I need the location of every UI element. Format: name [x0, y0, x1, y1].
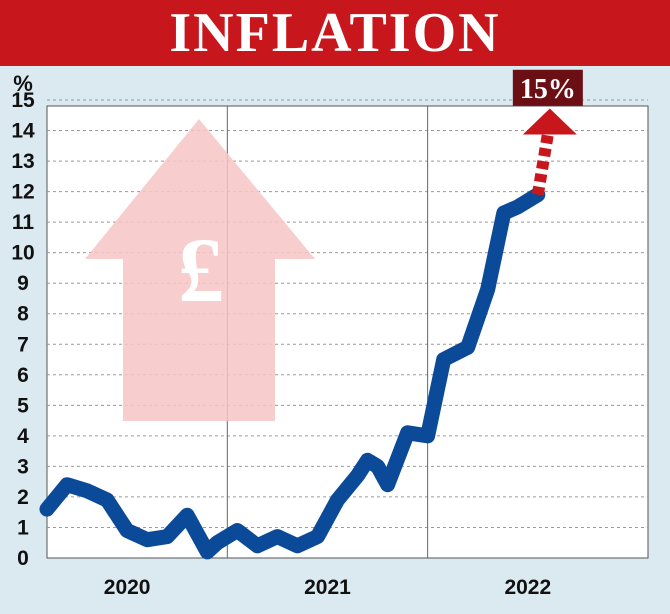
data-point: [294, 542, 301, 549]
y-tick-label: 0: [17, 547, 29, 570]
data-point: [424, 432, 431, 439]
data-point: [314, 533, 321, 540]
data-point: [364, 457, 371, 464]
y-tick-label: 6: [17, 364, 29, 387]
y-tick-label: 1: [17, 516, 29, 539]
y-tick-label: 12: [11, 181, 34, 204]
y-tick-label: 5: [17, 394, 29, 417]
data-point: [204, 548, 211, 555]
y-tick-label: 14: [11, 120, 35, 143]
y-tick-label: 3: [17, 455, 29, 478]
chart-title: INFLATION: [169, 2, 501, 64]
data-point: [274, 533, 281, 540]
data-point: [500, 210, 507, 216]
y-tick-label: 8: [17, 303, 29, 326]
y-tick-label: 2: [17, 486, 29, 509]
data-point: [254, 542, 261, 549]
data-point: [44, 506, 50, 513]
pound-symbol: £: [178, 219, 224, 321]
data-point: [384, 481, 391, 488]
data-point: [374, 463, 381, 470]
y-tick-label: 11: [12, 211, 35, 234]
annotations: 15%: [512, 69, 583, 106]
data-point: [124, 527, 131, 534]
data-point: [84, 487, 91, 494]
data-point: [234, 527, 241, 534]
y-tick-label: 13: [11, 150, 34, 173]
data-point: [514, 203, 521, 210]
y-tick-label: 15: [11, 89, 35, 112]
forecast-line: [531, 133, 554, 196]
y-tick-label: 7: [17, 333, 29, 356]
y-tick-label: 4: [17, 425, 29, 448]
data-point: [164, 533, 171, 540]
data-point: [64, 481, 70, 488]
x-tick-labels: 2020 2021 2022: [104, 576, 551, 599]
inflation-points: [44, 191, 541, 555]
data-point: [404, 429, 411, 436]
inflation-line: [39, 187, 546, 560]
data-point: [184, 512, 191, 519]
x-tick-label: 2020: [104, 576, 151, 599]
data-point: [144, 536, 151, 543]
data-point: [334, 497, 341, 503]
data-point: [464, 344, 471, 351]
pound-up-arrow-icon: £: [85, 119, 315, 421]
annotation-label: 15%: [520, 74, 576, 105]
y-tick-label: 10: [11, 242, 34, 265]
arrow-shape: [85, 119, 315, 421]
x-tick-label: 2022: [504, 576, 551, 599]
data-point: [484, 286, 491, 293]
data-point: [354, 472, 361, 479]
data-point: [104, 497, 111, 503]
data-point: [214, 539, 221, 546]
y-tick-label: 9: [17, 272, 29, 295]
annotation-box: [512, 69, 583, 106]
data-point: [440, 356, 447, 363]
x-tick-label: 2021: [304, 576, 351, 599]
forecast-arrowhead: [522, 108, 577, 135]
title-bar: INFLATION: [0, 0, 670, 66]
forecast-arrow: [522, 108, 577, 196]
y-axis-unit-label: %: [13, 71, 33, 96]
